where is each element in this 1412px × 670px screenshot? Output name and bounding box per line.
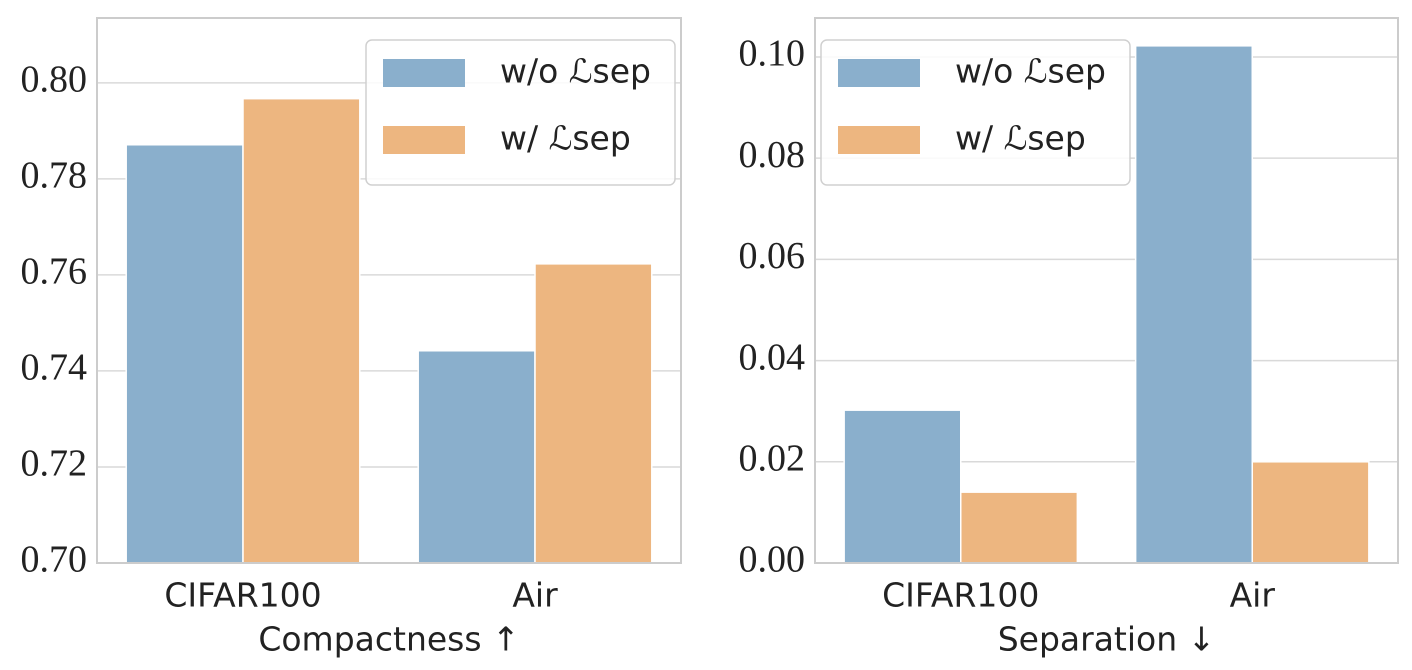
y-tick-label: 0.78 bbox=[21, 155, 88, 197]
bar bbox=[534, 263, 653, 564]
y-tick-label: 0.06 bbox=[739, 235, 806, 277]
legend-swatch bbox=[383, 59, 465, 87]
bar bbox=[242, 97, 361, 564]
bar bbox=[843, 409, 962, 564]
x-axis-label: Separation ↓ bbox=[998, 620, 1216, 659]
legend-label: w/ ℒsep bbox=[500, 119, 631, 158]
y-tick-label: 0.74 bbox=[21, 347, 88, 389]
y-tick-label: 0.72 bbox=[21, 443, 88, 485]
y-tick-label: 0.04 bbox=[739, 336, 806, 378]
axes-frame bbox=[96, 17, 682, 564]
y-tick-label: 0.80 bbox=[21, 59, 88, 101]
bar bbox=[960, 491, 1079, 564]
y-tick-label: 0.08 bbox=[739, 134, 806, 176]
legend-swatch bbox=[838, 126, 920, 154]
x-tick-label: CIFAR100 bbox=[882, 576, 1039, 615]
y-tick-label: 0.76 bbox=[21, 251, 88, 293]
y-tick-label: 0.02 bbox=[739, 438, 806, 480]
legend-label: w/ ℒsep bbox=[955, 119, 1086, 158]
legend-swatch bbox=[838, 59, 920, 87]
bar bbox=[1251, 461, 1370, 564]
y-tick-label: 0.70 bbox=[21, 539, 88, 581]
y-tick-label: 0.10 bbox=[739, 33, 806, 75]
x-axis-label: Compactness ↑ bbox=[258, 620, 519, 659]
x-tick-label: CIFAR100 bbox=[164, 576, 321, 615]
axes-frame bbox=[814, 17, 1399, 564]
legend-swatch bbox=[383, 126, 465, 154]
legend-label: w/o ℒsep bbox=[500, 52, 651, 91]
bar bbox=[417, 350, 536, 564]
x-tick-label: Air bbox=[512, 576, 558, 615]
bar bbox=[125, 144, 244, 564]
bar bbox=[1134, 45, 1254, 564]
legend-label: w/o ℒsep bbox=[955, 52, 1106, 91]
x-tick-label: Air bbox=[1230, 576, 1276, 615]
y-tick-label: 0.00 bbox=[739, 539, 806, 581]
